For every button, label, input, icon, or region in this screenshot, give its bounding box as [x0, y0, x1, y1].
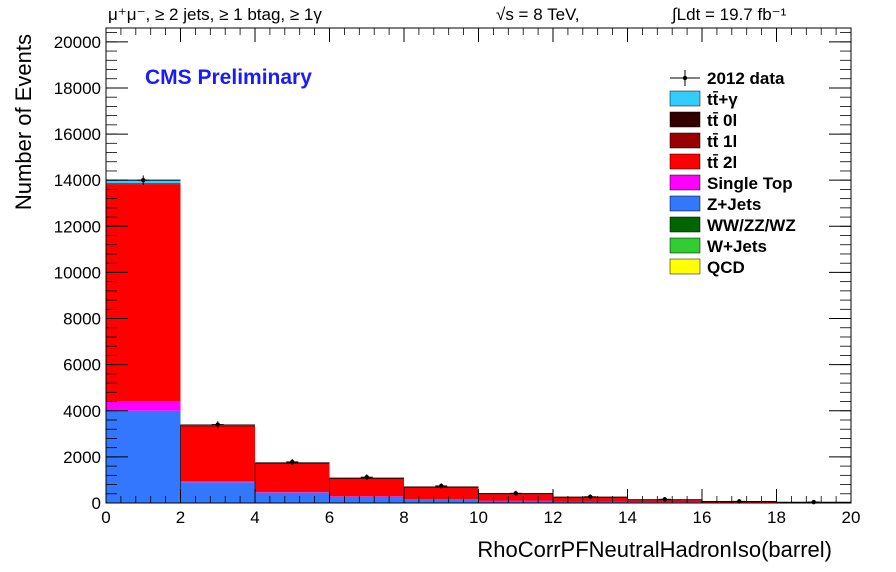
- y-axis-ticks: 0 2000 4000 6000 8000 10000 12000 14000 16000 180…: [54, 32, 851, 513]
- x-tick-label: 12: [544, 508, 563, 527]
- legend-label: tt̄ 0l: [707, 111, 737, 130]
- legend-data-marker: [682, 75, 688, 81]
- bar-segment: [329, 478, 404, 497]
- energy-label: √s = 8 TeV,: [496, 5, 580, 24]
- legend-label: tt̄ 1l: [707, 132, 737, 151]
- data-point: [588, 494, 593, 499]
- y-tick-label: 12000: [54, 217, 101, 236]
- x-tick-label: 20: [842, 508, 861, 527]
- legend-label: W+Jets: [707, 237, 767, 256]
- legend-label: WW/ZZ/WZ: [707, 216, 796, 235]
- cms-preliminary-label: CMS Preliminary: [145, 66, 312, 89]
- legend-swatch: [669, 111, 701, 128]
- x-tick-label: 14: [618, 508, 637, 527]
- data-point: [215, 422, 220, 427]
- bar-segment: [478, 493, 553, 501]
- data-point: [290, 459, 295, 465]
- data-point: [737, 499, 742, 504]
- x-tick-label: 18: [767, 508, 786, 527]
- legend-swatch: [669, 237, 701, 254]
- x-tick-label: 16: [693, 508, 712, 527]
- bar-segment: [553, 501, 628, 503]
- bar-segment: [404, 499, 479, 500]
- bar-segment: [478, 500, 553, 503]
- y-tick-label: 14000: [54, 171, 101, 190]
- y-tick-label: 4000: [63, 402, 101, 421]
- x-tick-label: 6: [325, 508, 334, 527]
- y-tick-label: 0: [92, 494, 101, 513]
- x-axis-title: RhoCorrPFNeutralHadronIso(barrel): [477, 537, 832, 562]
- legend-label: tt̄+γ: [707, 90, 738, 109]
- legend-swatch: [669, 153, 701, 170]
- y-tick-label: 2000: [63, 448, 101, 467]
- bar-segment: [180, 481, 255, 483]
- legend-label: Z+Jets: [707, 195, 761, 214]
- y-tick-label: 8000: [63, 310, 101, 329]
- bar-segment: [106, 184, 181, 402]
- y-tick-label: 16000: [54, 125, 101, 144]
- legend-label: 2012 data: [707, 69, 785, 88]
- data-point: [364, 474, 369, 480]
- bar-segment: [553, 501, 628, 503]
- bar-segment: [180, 482, 255, 503]
- bar-segment: [255, 492, 330, 493]
- data-point: [513, 491, 518, 496]
- x-tick-label: 10: [469, 508, 488, 527]
- bar-segment: [180, 425, 255, 482]
- data-point: [662, 497, 667, 502]
- y-axis-title: Number of Events: [11, 34, 36, 210]
- bar-segment: [106, 401, 181, 411]
- legend-swatch: [669, 90, 701, 107]
- x-tick-label: 8: [399, 508, 408, 527]
- bar-segment: [553, 497, 628, 502]
- legend-label: Single Top: [707, 174, 793, 193]
- legend-swatch: [669, 174, 701, 191]
- x-tick-label: 2: [176, 508, 185, 527]
- y-tick-label: 6000: [63, 356, 101, 375]
- data-point: [439, 483, 444, 489]
- legend-label: QCD: [707, 258, 745, 277]
- x-tick-label: 4: [250, 508, 259, 527]
- bar-segment: [255, 492, 330, 503]
- x-tick-label: 0: [101, 508, 110, 527]
- legend: 2012 data tt̄+γ tt̄ 0l tt̄ 1l tt̄ 2l Single T…: [669, 69, 796, 277]
- luminosity-label: ∫Ldt = 19.7 fb⁻¹: [671, 5, 787, 24]
- legend-label: tt̄ 2l: [707, 153, 737, 172]
- legend-swatch: [669, 195, 701, 212]
- x-axis-ticks: 0 2 4 6 8 10 12 14 16 18 20: [101, 28, 860, 527]
- data-point: [141, 177, 146, 183]
- bar-segment: [404, 499, 479, 503]
- legend-swatch: [669, 216, 701, 233]
- selection-label: μ⁺μ⁻, ≥ 2 jets, ≥ 1 btag, ≥ 1γ: [108, 5, 322, 24]
- legend-swatch: [669, 132, 701, 149]
- y-tick-label: 20000: [54, 33, 101, 52]
- bar-segment: [255, 463, 330, 493]
- bar-segment: [329, 496, 404, 503]
- bar-segment: [404, 487, 479, 500]
- y-tick-label: 10000: [54, 263, 101, 282]
- legend-swatch: [669, 258, 701, 275]
- data-point: [811, 499, 816, 505]
- bar-segment: [329, 496, 404, 497]
- bar-segment: [478, 500, 553, 502]
- data-points: [137, 175, 820, 505]
- y-tick-label: 18000: [54, 79, 101, 98]
